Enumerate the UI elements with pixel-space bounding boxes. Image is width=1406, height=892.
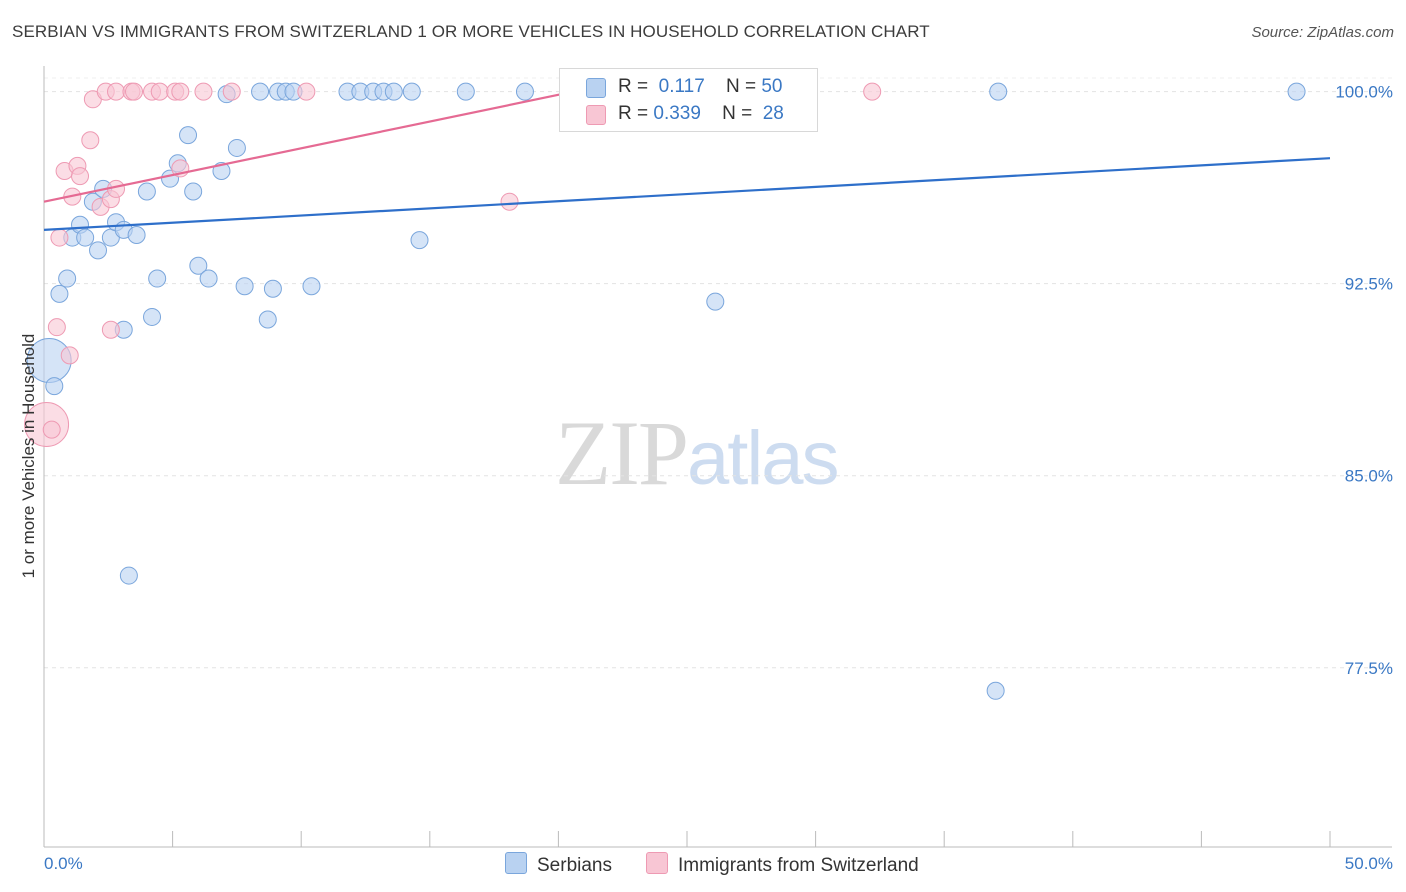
switzerland-point: [150, 82, 169, 101]
legend-n-value: 28: [762, 103, 784, 124]
serbians-point: [258, 310, 277, 329]
legend-n-label: N =: [722, 103, 753, 124]
serbians-point: [235, 277, 254, 296]
serbians-point: [58, 269, 77, 288]
switzerland-point: [297, 82, 316, 101]
serbians-point: [986, 681, 1005, 700]
switzerland-point: [71, 167, 90, 186]
serbians-point: [410, 231, 429, 250]
trend-lines: [43, 90, 1331, 231]
switzerland-point: [500, 192, 519, 211]
switzerland-trend-line: [43, 90, 575, 203]
bottom-legend-label: Immigrants from Switzerland: [678, 855, 919, 876]
switzerland-point: [125, 82, 144, 101]
switzerland-point: [47, 318, 66, 337]
watermark-atlas: atlas: [687, 416, 840, 501]
bottom-legend-switzerland: Immigrants from Switzerland: [646, 852, 919, 877]
serbians-point: [402, 82, 421, 101]
serbians-point: [515, 82, 534, 101]
serbians-point: [302, 277, 321, 296]
bottom-legend-label: Serbians: [537, 855, 612, 876]
serbians-point: [251, 82, 270, 101]
serbians-point: [50, 284, 69, 303]
y-axis-label: 1 or more Vehicles in Household: [19, 334, 38, 579]
switzerland-point: [101, 320, 120, 339]
serbians-point: [137, 182, 156, 201]
legend-r-label: R =: [618, 76, 649, 97]
switzerland-point: [60, 346, 79, 365]
serbians-trend-line: [43, 157, 1331, 231]
bottom-legend-swatch-pink: [646, 852, 668, 874]
serbians-point: [706, 292, 725, 311]
source-label: Source: ZipAtlas.com: [1251, 24, 1394, 41]
switzerland-points: [24, 82, 882, 447]
serbians-point: [45, 377, 64, 396]
correlation-legend: R = 0.117 N = 50 R = 0.339 N = 28: [559, 68, 818, 132]
y-tick-label: 100.0%: [1335, 83, 1393, 102]
chart-title: SERBIAN VS IMMIGRANTS FROM SWITZERLAND 1…: [12, 22, 930, 41]
switzerland-point: [42, 420, 61, 439]
serbians-point: [384, 82, 403, 101]
watermark-zip: ZIP: [555, 402, 689, 504]
legend-r-label: R =: [618, 103, 649, 124]
switzerland-point: [107, 82, 126, 101]
serbians-point: [127, 226, 146, 245]
legend-swatch-pink: [586, 105, 606, 125]
x-tick-label: 0.0%: [44, 854, 83, 873]
legend-n-value: 50: [761, 76, 783, 97]
legend-swatch-blue: [586, 78, 606, 98]
serbians-point: [227, 138, 246, 157]
y-tick-label: 92.5%: [1345, 275, 1393, 294]
switzerland-point: [194, 82, 213, 101]
serbians-point: [189, 256, 208, 275]
bottom-legend-serbians: Serbians: [505, 852, 612, 877]
serbians-point: [1287, 82, 1306, 101]
serbians-point: [199, 269, 218, 288]
serbians-point: [179, 126, 198, 145]
serbians-points: [26, 82, 1306, 700]
switzerland-point: [50, 228, 69, 247]
switzerland-point: [863, 82, 882, 101]
bottom-legend-swatch-blue: [505, 852, 527, 874]
y-tick-label: 77.5%: [1345, 659, 1393, 678]
legend-n-label: N =: [725, 76, 757, 97]
switzerland-point: [222, 82, 241, 101]
legend-r-value: 0.339: [653, 103, 701, 124]
watermark: ZIPatlas: [555, 400, 840, 506]
serbians-point: [263, 279, 282, 298]
serbians-point: [76, 228, 95, 247]
tick-labels: 77.5% 85.0% 92.5% 100.0% 0.0% 50.0% 1 or more …: [19, 83, 1393, 873]
serbians-point: [148, 269, 167, 288]
switzerland-point: [171, 82, 190, 101]
axes: [43, 66, 1392, 848]
serbians-point: [989, 82, 1008, 101]
serbians-point: [89, 241, 108, 260]
legend-r-value: 0.117: [658, 76, 705, 97]
serbians-point: [119, 566, 138, 585]
serbians-point: [184, 182, 203, 201]
serbians-point: [143, 307, 162, 326]
x-tick-label: 50.0%: [1345, 854, 1393, 873]
y-tick-label: 85.0%: [1345, 467, 1393, 486]
switzerland-point: [81, 131, 100, 150]
serbians-point: [456, 82, 475, 101]
